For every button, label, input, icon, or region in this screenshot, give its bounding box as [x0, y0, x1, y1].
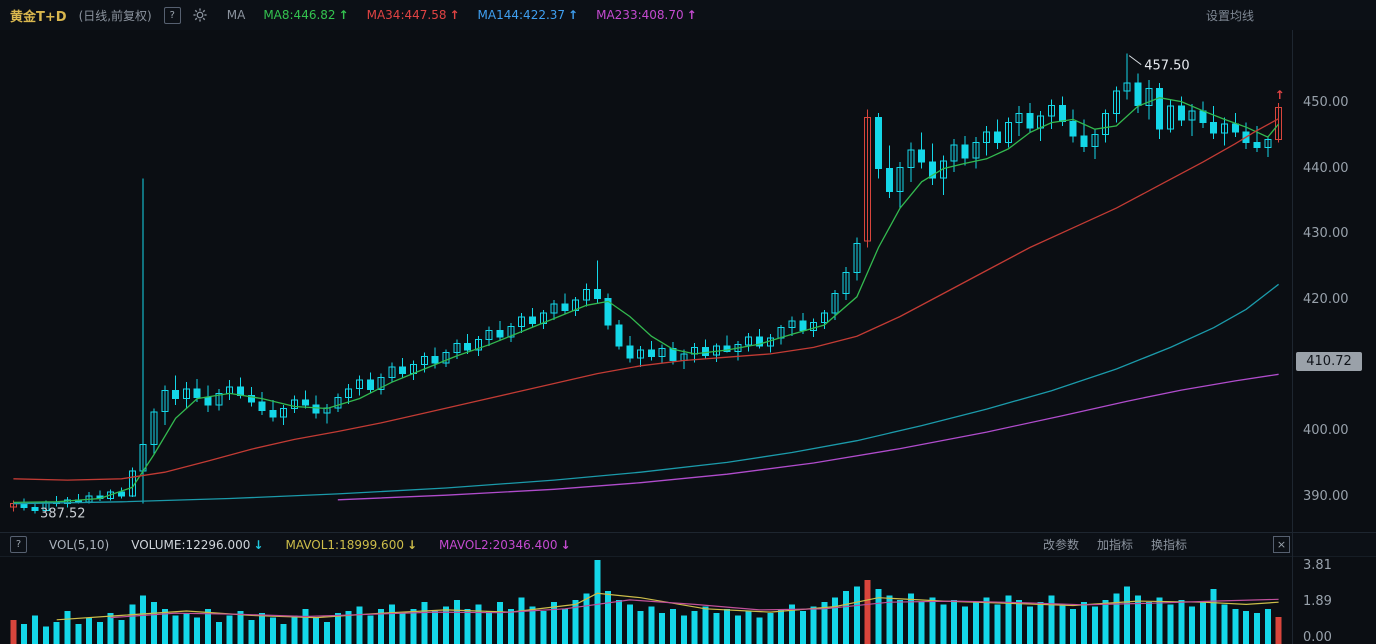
settings-gear-icon[interactable] [193, 8, 207, 22]
ma144-value: MA144:422.37 ↑ [477, 8, 579, 22]
chart-header: 黄金T+D (日线,前复权) ? MA MA8:446.82 ↑ MA34:447… [0, 0, 1376, 30]
price-axis-label: 390.00 [1303, 489, 1349, 505]
down-arrow-icon: ↓ [253, 537, 264, 552]
ma233-value: MA233:408.70 ↑ [596, 8, 697, 22]
ma-line-ma34 [13, 118, 1279, 481]
instrument-title: 黄金T+D [10, 9, 67, 25]
close-volume-panel-icon[interactable]: × [1273, 536, 1290, 553]
down-arrow-icon: ↓ [406, 537, 418, 552]
vol-indicator-name: VOL(5,10) [49, 537, 110, 552]
gear-icon [193, 8, 207, 22]
candlestick-chart[interactable]: 457.50 387.52 ↑ [0, 30, 1292, 532]
ma34-value: MA34:447.58 ↑ [366, 8, 460, 22]
help-icon[interactable]: ? [163, 6, 181, 24]
ma-line-ma233 [337, 373, 1279, 501]
volume-axis-label: 1.89 [1303, 594, 1332, 610]
price-axis-label: 400.00 [1303, 423, 1349, 439]
low-price-annotation: 387.52 [40, 506, 86, 521]
last-candle-up-arrow: ↑ [1275, 88, 1285, 102]
ma-settings-link[interactable]: 设置均线 [1205, 8, 1254, 23]
volume-actions: 改参数 加指标 换指标 [1043, 536, 1187, 553]
change-params-button[interactable]: 改参数 [1042, 538, 1079, 552]
chart-period-label: (日线,前复权) [78, 8, 152, 23]
ma8-value: MA8:446.82 ↑ [263, 8, 349, 22]
volume-axis-label: 3.81 [1303, 558, 1332, 573]
up-arrow-icon: ↑ [449, 8, 460, 22]
high-annotation-line [1128, 55, 1142, 66]
price-axis: 450.00440.00430.00420.00410.00400.00390.… [1292, 30, 1376, 644]
volume-bars [10, 560, 1282, 644]
candles [9, 53, 1283, 514]
mavol-line-mavol2 [110, 598, 1279, 619]
price-axis-label: 420.00 [1303, 292, 1349, 308]
ma-indicator-label: MA [226, 8, 246, 22]
high-price-annotation: 457.50 [1144, 59, 1190, 74]
up-arrow-icon: ↑ [568, 8, 579, 22]
price-axis-label: 430.00 [1303, 226, 1349, 242]
vol-help-icon[interactable]: ? [10, 536, 27, 553]
add-indicator-button[interactable]: 加指标 [1096, 538, 1133, 552]
switch-indicator-button[interactable]: 换指标 [1150, 538, 1187, 552]
last-price-badge: 410.72 [1296, 352, 1362, 372]
mavol1-value: MAVOL1:18999.600 ↓ [285, 537, 418, 552]
volume-value: VOLUME:12296.000 ↓ [131, 537, 264, 552]
volume-axis-label: 0.00 [1303, 630, 1332, 644]
volume-indicator-header: ? VOL(5,10) VOLUME:12296.000 ↓ MAVOL1:189… [0, 532, 1376, 557]
down-arrow-icon: ↓ [560, 537, 571, 552]
ma-line-ma8 [13, 97, 1280, 504]
price-axis-label: 450.00 [1303, 94, 1349, 110]
mavol2-value: MAVOL2:20346.400 ↓ [439, 537, 571, 552]
volume-chart[interactable] [0, 557, 1292, 644]
price-axis-label: 440.00 [1303, 160, 1349, 176]
up-arrow-icon: ↑ [686, 8, 697, 22]
up-arrow-icon: ↑ [338, 8, 349, 22]
ma-line-ma144 [13, 283, 1279, 505]
